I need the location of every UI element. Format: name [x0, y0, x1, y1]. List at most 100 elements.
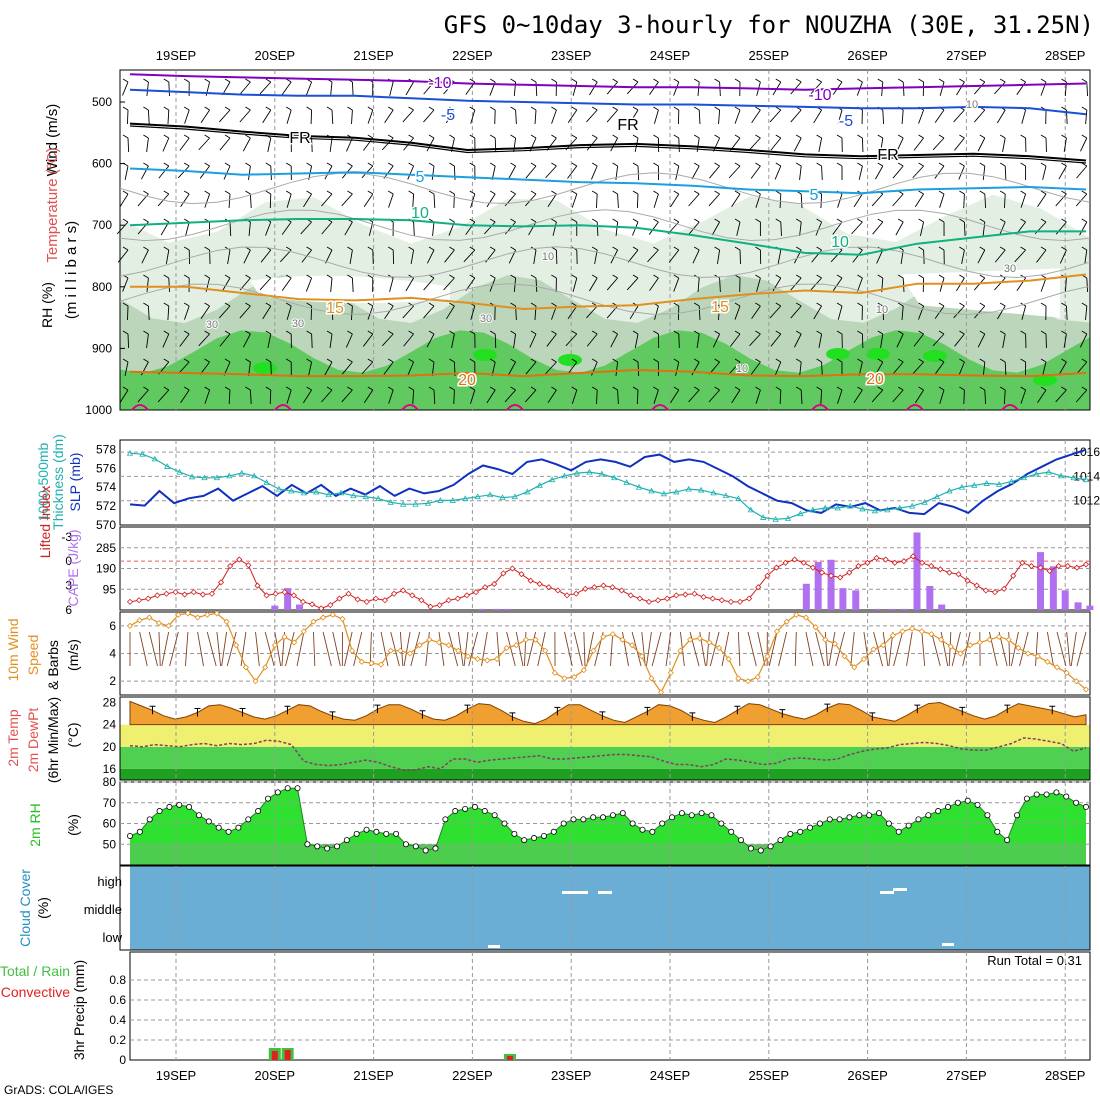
wind-barb	[311, 137, 313, 153]
li-marker	[891, 559, 898, 566]
temp-max-marker	[419, 710, 426, 719]
bottom-date-20SEP: 20SEP	[255, 1068, 295, 1083]
thickness-marker	[164, 463, 171, 469]
cloud-gap	[880, 891, 894, 894]
wind-barb-flag	[999, 134, 1006, 139]
wind-barb	[204, 193, 211, 208]
wind-barb	[1004, 165, 1007, 181]
wind-barb	[999, 221, 1006, 236]
rh-marker	[1004, 837, 1011, 844]
wind-barb	[249, 193, 252, 209]
wind-barb-flag	[693, 302, 700, 307]
wind-barb-flag	[245, 106, 251, 111]
wind-barb-flag	[979, 358, 986, 363]
wind-barb-flag	[122, 302, 129, 307]
wind-barb	[626, 277, 639, 291]
wind-barb-flag	[857, 134, 863, 139]
surface-contour	[274, 404, 292, 411]
wind-barb	[934, 109, 945, 123]
rh-band-green	[120, 330, 1090, 410]
li-marker	[400, 587, 407, 594]
li-marker	[436, 602, 443, 609]
wind-barb-flag	[775, 302, 782, 307]
li-marker	[199, 591, 206, 598]
rh-marker	[550, 828, 557, 835]
wind10-marker	[600, 633, 607, 640]
wind-barb-flag	[143, 134, 149, 139]
wind-barb-flag	[530, 330, 537, 335]
wind-barb	[345, 333, 353, 348]
cloud-gap	[942, 943, 954, 946]
wind-barb	[124, 361, 129, 376]
wind-barb	[412, 193, 415, 209]
wind10-marker	[146, 614, 153, 621]
upper-ytick: 600	[92, 157, 112, 171]
wind-barb-flag	[591, 190, 598, 195]
wind-barb-flag	[734, 78, 741, 83]
wind-barb	[636, 389, 639, 405]
wind-barb-flag	[816, 330, 822, 335]
wind-barb	[934, 165, 945, 179]
thickness-marker	[685, 485, 692, 492]
wind-barb-flag	[265, 190, 272, 195]
wind-barb	[524, 193, 537, 207]
rh-marker	[274, 789, 281, 796]
wind-barb-flag	[306, 246, 312, 251]
label-temp-4: (°C)	[65, 722, 81, 747]
surface-contour	[131, 404, 149, 411]
wind-barb-flag	[530, 134, 537, 139]
wind10-marker	[1053, 664, 1061, 671]
li-marker	[1028, 562, 1035, 570]
cape-ytick: 285	[96, 541, 116, 555]
wind-barb-flag	[734, 330, 741, 335]
li-marker	[691, 590, 698, 597]
wind-barb-flag	[571, 106, 578, 111]
li-marker	[345, 590, 352, 597]
wind-barb-flag	[469, 218, 476, 223]
wind-barb	[610, 333, 618, 348]
wind-barb-flag	[591, 386, 598, 391]
wind-barb-flag	[938, 78, 945, 83]
wind-barb-flag	[245, 330, 251, 335]
wind10-barb	[240, 631, 247, 667]
wind-barb-flag	[795, 78, 802, 83]
wind10-marker	[947, 643, 954, 650]
wind-barb-flag	[959, 358, 965, 363]
wind-barb	[977, 333, 986, 348]
wind-barb	[444, 249, 455, 263]
label-cloud-2: (%)	[35, 897, 51, 919]
wind-barb-flag	[938, 274, 945, 279]
wind-barb-flag	[999, 330, 1006, 335]
wind-barb-flag	[938, 358, 945, 363]
rh-marker	[698, 810, 705, 817]
bottom-date-23SEP: 23SEP	[551, 1068, 591, 1083]
wind-barb-flag	[469, 330, 476, 335]
wind-barb-flag	[1040, 330, 1047, 335]
wind10-marker	[416, 642, 423, 649]
wind10-marker	[493, 655, 501, 663]
wind-barb	[736, 221, 741, 236]
label-cloud-1: Cloud Cover	[17, 869, 33, 947]
wind-barb	[994, 81, 1006, 95]
wind-barb-flag	[408, 134, 414, 139]
wind-barb	[790, 277, 802, 291]
wind-barb-flag	[387, 386, 394, 391]
wind-barb	[837, 193, 843, 208]
wind-barb	[534, 109, 537, 125]
li-marker	[518, 571, 525, 578]
wind-barb-flag	[489, 358, 496, 363]
rh-blob	[558, 354, 582, 366]
wind-barb-flag	[877, 274, 884, 279]
contour-label: 30	[292, 318, 304, 330]
upper-ytick: 1000	[85, 403, 112, 417]
wind-barb-flag	[1040, 386, 1047, 391]
thickness-marker	[846, 502, 854, 509]
wind-barb	[426, 249, 435, 264]
wind-barb	[528, 221, 537, 236]
li-marker	[245, 562, 252, 569]
wind-barb-flag	[530, 274, 537, 279]
wind10-marker	[715, 644, 723, 652]
wind-barb	[383, 361, 394, 375]
wind-barb-flag	[693, 358, 700, 363]
wind-barb-flag	[653, 358, 659, 363]
